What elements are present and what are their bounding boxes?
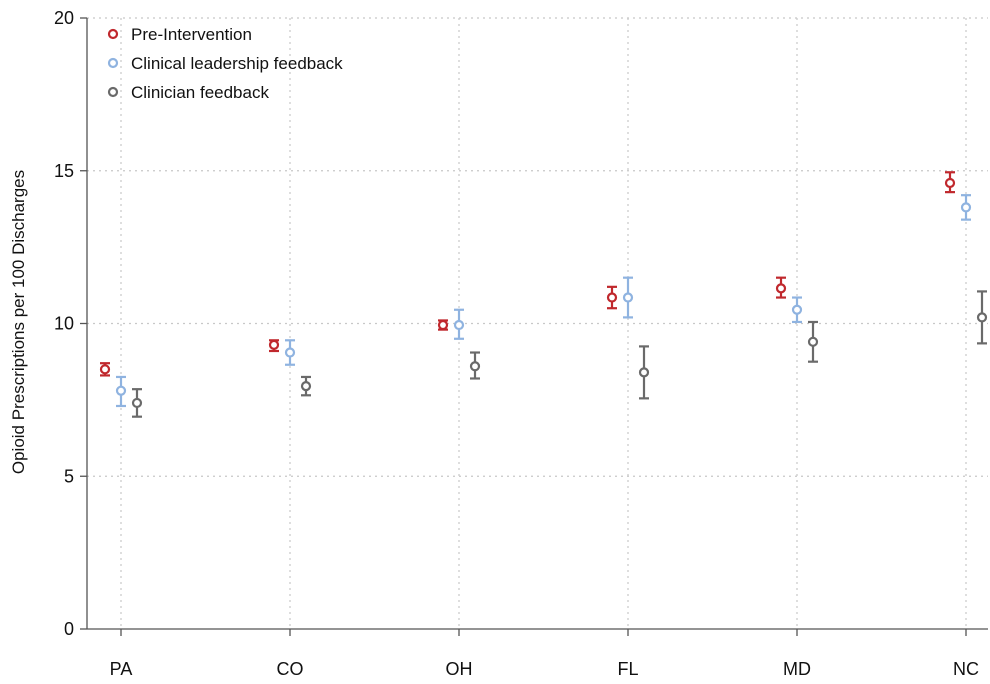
x-tick-label: PA bbox=[110, 659, 133, 679]
data-point bbox=[284, 347, 296, 358]
data-point bbox=[300, 381, 312, 392]
x-tick-label: OH bbox=[446, 659, 473, 679]
y-tick-label: 0 bbox=[64, 619, 74, 639]
data-point bbox=[606, 292, 618, 303]
data-point bbox=[99, 364, 111, 375]
data-point bbox=[268, 339, 280, 350]
x-ticks: PA CO OH FL MD NC bbox=[110, 629, 979, 679]
data-point bbox=[115, 385, 127, 396]
legend-marker bbox=[107, 28, 119, 40]
data-point bbox=[775, 283, 787, 294]
data-point bbox=[791, 304, 803, 315]
legend: Pre-Intervention Clinical leadership feed… bbox=[107, 25, 343, 102]
y-tick-label: 15 bbox=[54, 161, 74, 181]
y-ticks: 0 5 10 15 20 bbox=[54, 8, 87, 639]
legend-marker bbox=[107, 57, 119, 69]
data-marks bbox=[99, 171, 988, 418]
x-tick-label: MD bbox=[783, 659, 811, 679]
data-point bbox=[622, 292, 634, 303]
data-point bbox=[638, 367, 650, 378]
data-point bbox=[453, 319, 465, 331]
data-point bbox=[131, 397, 143, 409]
data-point bbox=[437, 319, 449, 331]
y-tick-label: 20 bbox=[54, 8, 74, 28]
x-tick-label: FL bbox=[617, 659, 638, 679]
data-point bbox=[469, 361, 481, 372]
legend-label: Clinician feedback bbox=[131, 83, 269, 102]
y-axis-label: Opioid Prescriptions per 100 Discharges bbox=[9, 170, 28, 474]
data-point bbox=[944, 177, 956, 189]
series-2 bbox=[131, 290, 988, 418]
series-0 bbox=[99, 171, 956, 377]
y-tick-label: 10 bbox=[54, 314, 74, 334]
data-point bbox=[976, 312, 988, 323]
data-point bbox=[807, 336, 819, 347]
grid bbox=[87, 17, 988, 629]
legend-marker bbox=[107, 86, 119, 98]
legend-label: Pre-Intervention bbox=[131, 25, 252, 44]
data-point bbox=[960, 202, 972, 213]
x-tick-label: NC bbox=[953, 659, 979, 679]
x-tick-label: CO bbox=[277, 659, 304, 679]
series-1 bbox=[115, 194, 972, 408]
legend-label: Clinical leadership feedback bbox=[131, 54, 343, 73]
y-tick-label: 5 bbox=[64, 466, 74, 486]
